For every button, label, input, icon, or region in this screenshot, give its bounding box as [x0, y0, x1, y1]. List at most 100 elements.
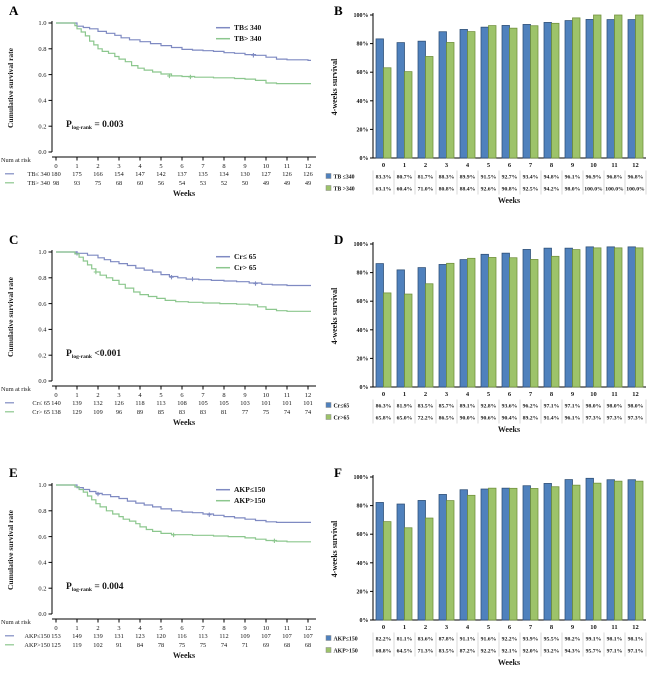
num-at-risk-value: 109 — [240, 633, 249, 640]
figure-panel-grid: A 1.0 0.8 0.6 0.4 0.2 0.0 Cumulative survival … — [1, 0, 650, 667]
bar-table-value: 95.7% — [586, 649, 602, 655]
x-tick-label: 7 — [201, 163, 205, 170]
y-axis-title: Cumulative survival rate — [6, 276, 15, 357]
bar-table-value: 95.5% — [544, 637, 560, 643]
y-tick-label: 100% — [354, 475, 369, 481]
x-tick-label: 0 — [382, 624, 385, 631]
bar — [614, 247, 623, 388]
bar-table-value: 97.1% — [628, 649, 644, 655]
x-tick-label: 6 — [508, 624, 512, 631]
pvalue-text: Plog-rank = 0.003 — [66, 120, 124, 131]
y-tick-label: 60% — [357, 299, 369, 305]
km-chart-tb: 1.0 0.8 0.6 0.4 0.2 0.0 Cumulative survival ra… — [1, 20, 316, 198]
bar — [383, 521, 392, 621]
num-at-risk-value: 105 — [219, 400, 228, 407]
bar-table-value: 90.4% — [502, 416, 518, 422]
table-legend-label: AKP>150 — [334, 649, 358, 655]
bar-table-value: 87.2% — [460, 649, 476, 655]
num-at-risk-value: 138 — [51, 409, 60, 416]
num-at-risk-value: 75 — [179, 642, 185, 649]
bar — [501, 25, 510, 159]
bar-table-value: 97.1% — [607, 649, 623, 655]
num-at-risk-value: 107 — [261, 633, 270, 640]
x-tick-label: 9 — [243, 392, 246, 399]
num-at-risk-value: 126 — [282, 171, 291, 178]
bar-table-value: 88.3% — [439, 175, 455, 181]
bar-table-value: 86.5% — [439, 416, 455, 422]
x-tick-label: 0 — [382, 162, 385, 169]
num-at-risk-value: 112 — [219, 633, 228, 640]
bar-table-value: 64.5% — [397, 649, 413, 655]
bar-table-value: 92.5% — [523, 187, 539, 193]
num-at-risk-value: 108 — [177, 400, 186, 407]
table-legend-swatch — [325, 185, 332, 191]
bar — [606, 479, 615, 621]
x-tick-label: 8 — [222, 163, 225, 170]
bar-table-value: 93.9% — [523, 637, 539, 643]
bar-table-value: 87.8% — [439, 637, 455, 643]
km-curve — [56, 251, 311, 312]
bar-table-value: 91.6% — [481, 637, 497, 643]
y-tick-label: 0% — [360, 156, 369, 162]
panel-letter-b: B — [334, 3, 343, 18]
y-tick-label: 0.4 — [38, 560, 47, 567]
bar-table-value: 92.1% — [502, 649, 518, 655]
bar-table-value: 96.1% — [565, 175, 581, 181]
bar — [425, 56, 434, 159]
y-tick-label: 100% — [354, 13, 369, 19]
num-at-risk-value: 74 — [284, 409, 291, 416]
y-axis-title: 4-weeks survival — [330, 520, 339, 577]
x-tick-label: 1 — [75, 625, 78, 632]
table-legend-swatch — [325, 173, 332, 179]
bar-table-value: 96.1% — [565, 416, 581, 422]
num-at-risk-value: 84 — [137, 642, 144, 649]
num-at-risk-value: 78 — [158, 642, 164, 649]
x-tick-label: 4 — [466, 162, 470, 169]
bar-table-value: 90.8% — [502, 187, 518, 193]
bar — [614, 480, 623, 621]
x-axis-title: Weeks — [498, 425, 520, 434]
bar-table-value: 97.3% — [607, 416, 623, 422]
panel-b-bar-tb: B 0% 20% 40% 60% 80% 100% 4-weeks survival 0 1 2 3… — [325, 0, 650, 223]
x-tick-label: 11 — [611, 391, 617, 398]
legend-label: AKP≤150 — [234, 485, 265, 494]
bar — [530, 259, 539, 388]
bar — [564, 479, 573, 621]
y-tick-label: 60% — [357, 70, 369, 76]
bar-table-value: 89.2% — [523, 416, 539, 422]
bar-table-value: 81.7% — [418, 175, 434, 181]
table-legend-swatch — [325, 647, 332, 653]
bar-table-value: 98.0% — [628, 404, 644, 410]
bar — [635, 480, 644, 621]
x-tick-label: 4 — [466, 391, 470, 398]
bar-table-value: 83.6% — [418, 637, 434, 643]
x-tick-label: 11 — [611, 162, 617, 169]
num-at-risk-value: 101 — [261, 400, 270, 407]
y-tick-label: 0.4 — [38, 98, 47, 105]
num-at-risk-value: 54 — [179, 180, 186, 187]
bar — [396, 503, 405, 621]
num-at-risk-value: 69 — [263, 642, 269, 649]
table-legend-swatch — [325, 635, 332, 641]
num-at-risk-value: 180 — [51, 171, 60, 178]
bar-table-value: 83.3% — [376, 175, 392, 181]
bar — [551, 486, 560, 621]
y-tick-label: 0.2 — [38, 352, 46, 359]
num-at-risk-value: 102 — [93, 642, 102, 649]
bar-table-value: 92.0% — [523, 649, 539, 655]
x-tick-label: 5 — [159, 163, 162, 170]
x-tick-label: 2 — [96, 392, 99, 399]
x-tick-label: 0 — [54, 163, 57, 170]
num-at-risk-value: 89 — [137, 409, 143, 416]
km-curve — [56, 484, 311, 523]
num-at-risk-value: 130 — [240, 171, 249, 178]
bar — [530, 488, 539, 621]
num-at-risk-value: 101 — [303, 400, 312, 407]
panel-letter-d: D — [334, 232, 344, 247]
y-tick-label: 0.2 — [38, 123, 46, 130]
bar-table-value: 65.0% — [397, 416, 413, 422]
bar — [446, 262, 455, 388]
bar-table-value: 85.7% — [439, 404, 455, 410]
